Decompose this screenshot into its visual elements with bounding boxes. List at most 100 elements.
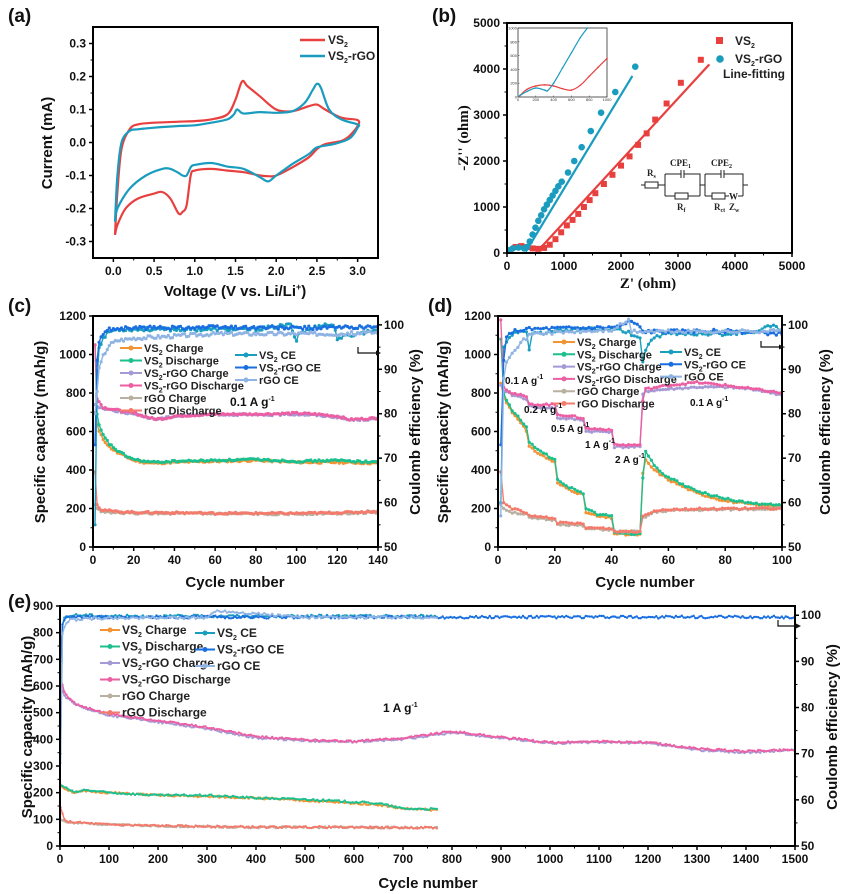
data-point — [686, 328, 690, 332]
data-point — [114, 713, 117, 717]
x-tick-label: 1000 — [551, 259, 578, 273]
data-point — [766, 502, 770, 506]
data-point — [692, 385, 696, 389]
data-point — [103, 335, 107, 339]
data-point — [112, 792, 115, 795]
data-point — [223, 794, 227, 797]
data-point — [361, 800, 364, 803]
data-point — [696, 616, 699, 620]
data-point — [510, 331, 514, 335]
data-point — [544, 326, 548, 330]
data-point — [329, 739, 333, 742]
inset-x-tick-label: 1000 — [603, 97, 613, 102]
data-point-square — [580, 204, 587, 210]
data-point — [721, 748, 725, 751]
data-point — [274, 325, 278, 329]
data-point — [567, 330, 571, 334]
data-point — [355, 800, 358, 804]
data-point — [720, 499, 725, 503]
data-point — [735, 500, 739, 504]
data-point — [512, 736, 515, 739]
data-point — [220, 610, 223, 614]
data-point — [437, 732, 440, 735]
data-point — [113, 447, 117, 451]
data-point — [618, 530, 622, 534]
data-point — [720, 329, 725, 333]
data-point — [88, 708, 92, 712]
data-point — [575, 521, 580, 525]
data-point — [672, 383, 676, 387]
data-point — [666, 475, 671, 479]
data-point — [566, 740, 570, 743]
data-point — [575, 523, 580, 528]
data-point — [539, 449, 543, 453]
legend-swatch-marker — [128, 408, 134, 413]
data-point — [527, 332, 531, 336]
data-point — [400, 739, 403, 742]
data-point-circle — [537, 211, 545, 219]
data-point — [380, 804, 384, 808]
data-point — [251, 734, 254, 737]
data-point — [143, 793, 146, 796]
y-right-tick-label: 90 — [788, 362, 802, 376]
data-point — [414, 807, 417, 811]
data-point — [100, 791, 103, 795]
data-point — [137, 717, 141, 720]
data-point — [658, 509, 662, 513]
data-point — [715, 507, 719, 512]
data-point — [570, 486, 574, 490]
data-point — [470, 733, 474, 736]
data-point — [318, 740, 321, 743]
data-point — [754, 387, 759, 391]
data-point — [296, 738, 299, 741]
data-point — [182, 793, 186, 796]
data-point — [105, 438, 109, 442]
data-point — [245, 795, 248, 798]
data-point — [675, 333, 679, 337]
data-point — [523, 739, 527, 742]
data-point — [729, 498, 733, 502]
inset-point — [546, 89, 549, 92]
legend-label: VS2​ Discharge — [577, 349, 652, 363]
legend-label: VS2​-rGO Charge — [577, 362, 662, 376]
data-point — [222, 615, 225, 618]
data-point — [302, 797, 305, 801]
data-point — [499, 514, 503, 518]
data-point — [410, 825, 413, 829]
chart-eis-nyquist: 0 1000 2000 3000 4000 50000100020003000400050… — [473, 16, 805, 273]
data-point — [675, 507, 679, 511]
data-point — [223, 730, 227, 733]
data-point — [210, 793, 213, 796]
data-point — [771, 389, 776, 393]
data-point — [544, 332, 548, 336]
data-point — [429, 809, 433, 812]
data-point — [196, 725, 199, 729]
panel-label-c: (c) — [8, 296, 31, 317]
data-point — [729, 330, 733, 334]
data-point — [246, 331, 250, 335]
data-point — [99, 360, 103, 364]
data-point — [661, 744, 664, 747]
data-point — [757, 506, 761, 510]
data-point — [314, 738, 317, 741]
data-point — [147, 824, 150, 827]
data-point — [282, 796, 286, 800]
data-point — [384, 615, 388, 618]
right-axis-arrow-icon — [357, 347, 381, 356]
data-point — [243, 733, 246, 736]
data-point — [134, 411, 138, 415]
data-point — [524, 338, 529, 342]
data-point — [686, 485, 690, 489]
data-point — [276, 327, 280, 331]
legend-item: rGO CE — [660, 372, 724, 384]
data-point — [274, 797, 278, 800]
legend-label: VS2​-rGO — [328, 49, 375, 65]
y-tick-label: 1200 — [59, 309, 86, 323]
data-point — [704, 748, 707, 751]
data-point — [635, 615, 638, 618]
data-point — [137, 617, 141, 621]
data-point — [601, 330, 605, 334]
data-point — [182, 617, 186, 621]
inset-y-tick-label: 400 — [510, 67, 517, 72]
